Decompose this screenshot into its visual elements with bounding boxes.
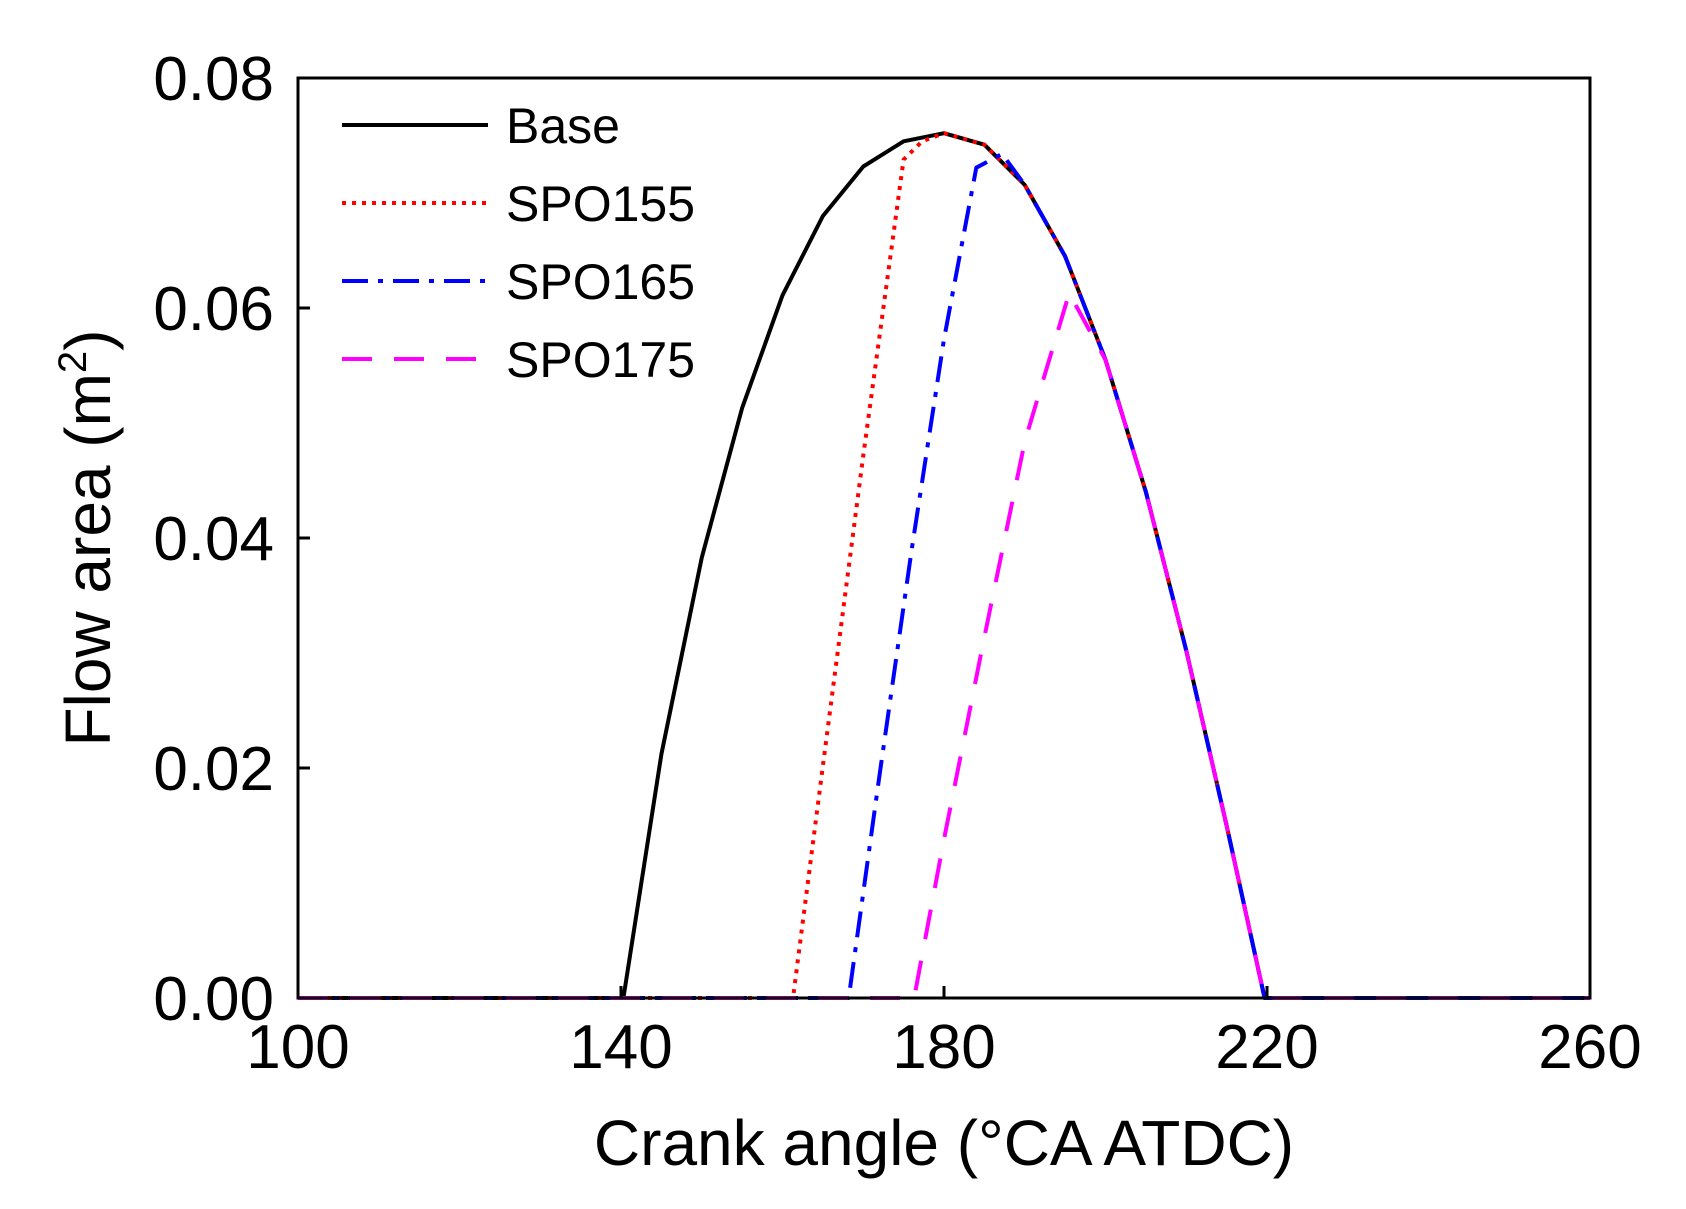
legend-label-spo155: SPO155 (506, 176, 695, 232)
legend-label-spo165: SPO165 (506, 254, 695, 310)
y-tick-label: 0.02 (153, 735, 274, 804)
y-tick-label: 0.04 (153, 505, 274, 574)
y-tick-label: 0.06 (153, 275, 274, 344)
series-line-base (298, 131, 1590, 1000)
y-tick-label: 0.00 (153, 965, 274, 1034)
y-axis-title-superscript: 2 (51, 351, 95, 373)
y-axis-title-close: ) (52, 330, 124, 351)
x-tick-label: 180 (892, 1013, 995, 1082)
ticks-layer: 100 140 180 220 260 0.00 0.02 0.04 0.06 0.08 (153, 45, 1641, 1082)
x-tick-label: 220 (1215, 1013, 1318, 1082)
y-tick-label: 0.08 (153, 45, 274, 114)
x-tick-label: 100 (246, 1013, 349, 1082)
x-tick-label: 260 (1538, 1013, 1641, 1082)
series-line-spo155 (298, 131, 1590, 1000)
y-axis-title: Flow area (m2) (51, 330, 124, 747)
legend-label-spo175: SPO175 (506, 332, 695, 388)
y-axis-title-main: Flow area (m (52, 373, 124, 746)
series-line-spo175 (298, 291, 1590, 1000)
legend-label-base: Base (506, 98, 620, 154)
legend: Base SPO155 SPO165 SPO175 (342, 98, 695, 388)
x-tick-label: 140 (569, 1013, 672, 1082)
series-line-spo165 (298, 151, 1590, 1000)
plot-frame (296, 76, 1592, 1000)
x-axis-title: Crank angle (°CA ATDC) (594, 1107, 1294, 1179)
series-layer (298, 131, 1590, 1000)
